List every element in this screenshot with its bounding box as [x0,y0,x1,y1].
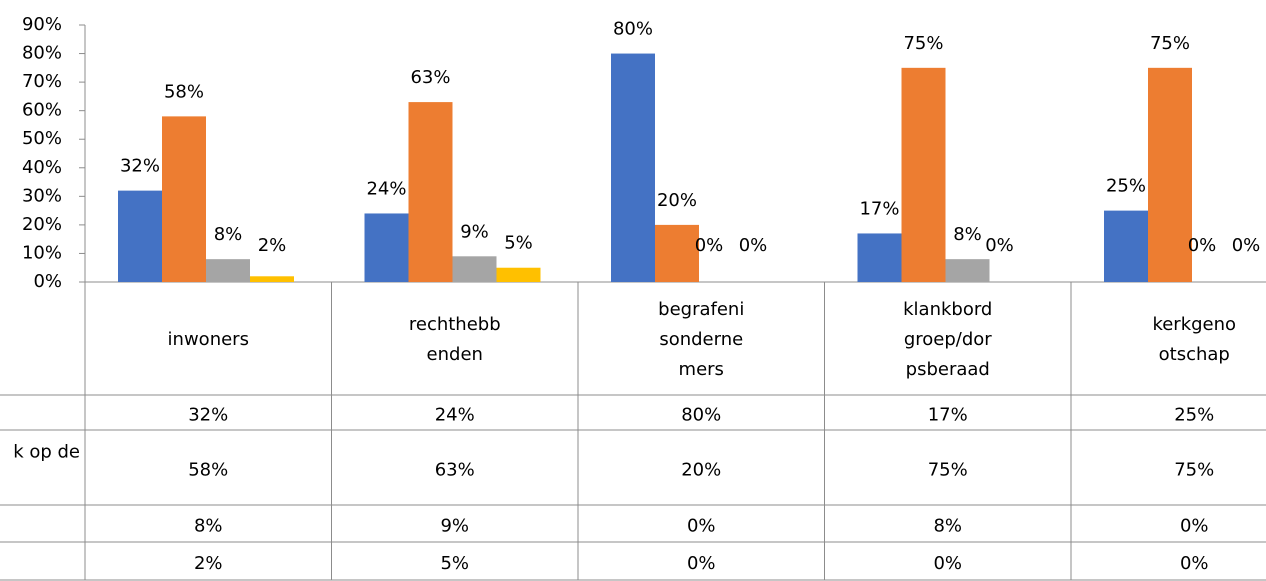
table-cell: 75% [928,460,968,481]
category-label: mers [679,359,724,380]
bar [1104,210,1148,282]
bar [250,276,294,282]
table-cell: 17% [928,405,968,426]
data-label: 32% [120,156,160,177]
data-label: 63% [410,67,450,88]
table-cell: 20% [681,460,721,481]
category-label: kerkgeno [1152,314,1236,335]
table-cell: 8% [194,516,223,537]
table-cell: 0% [933,553,962,574]
bar [945,259,990,282]
table-cell: 0% [687,516,716,537]
bar [857,233,902,282]
y-tick-label: 40% [22,157,62,178]
y-tick-label: 0% [33,271,62,292]
category-label: klankbord [903,299,992,320]
y-tick-label: 20% [22,214,62,235]
data-label: 25% [1106,176,1146,197]
table-cell: 0% [1180,516,1209,537]
data-label: 75% [903,33,943,54]
data-label: 75% [1150,33,1190,54]
y-tick-label: 30% [22,185,62,206]
y-tick-label: 60% [22,100,62,121]
category-label: psberaad [906,359,990,380]
row-label: k op de [13,442,80,463]
category-label: otschap [1159,344,1230,365]
data-label: 0% [1188,235,1217,256]
table-cell: 2% [194,553,223,574]
table-cell: 32% [188,405,228,426]
table-cell: 0% [687,553,716,574]
bar [408,102,453,282]
table-cell: 0% [1180,553,1209,574]
data-label: 5% [504,233,533,254]
data-label: 0% [985,235,1014,256]
table-cell: 24% [435,405,475,426]
table-cell: 5% [440,553,469,574]
bar [655,224,699,282]
category-label: rechthebb [409,314,501,335]
table-cell: 63% [435,460,475,481]
table-cell: 25% [1174,405,1214,426]
data-label: 8% [953,224,982,245]
data-label: 0% [739,235,768,256]
bar [118,190,162,282]
data-label: 24% [366,178,406,199]
bar [1148,67,1192,282]
data-label: 9% [460,221,489,242]
data-label: 80% [613,19,653,40]
data-label: 8% [214,224,243,245]
bar [206,259,250,282]
data-label: 0% [695,235,724,256]
table-cell: 9% [440,516,469,537]
bar [901,67,946,282]
bar [611,53,655,282]
data-label: 17% [859,198,899,219]
data-label: 0% [1232,235,1261,256]
data-label: 58% [164,81,204,102]
category-label: groep/dor [904,329,992,350]
table-cell: 75% [1174,460,1214,481]
data-label: 2% [258,235,287,256]
bar [162,116,206,282]
category-label: begrafeni [658,299,744,320]
table-cell: 80% [681,405,721,426]
y-tick-label: 90% [22,14,62,35]
y-tick-label: 70% [22,71,62,92]
category-label: sonderne [659,329,743,350]
bar [452,256,497,282]
bar [364,213,409,282]
table-cell: 58% [188,460,228,481]
category-label: enden [427,344,483,365]
y-tick-label: 10% [22,242,62,263]
data-label: 20% [657,190,697,211]
table-cell: 8% [933,516,962,537]
y-tick-label: 80% [22,43,62,64]
category-label: inwoners [168,329,249,350]
bar [496,267,541,282]
y-tick-label: 50% [22,128,62,149]
